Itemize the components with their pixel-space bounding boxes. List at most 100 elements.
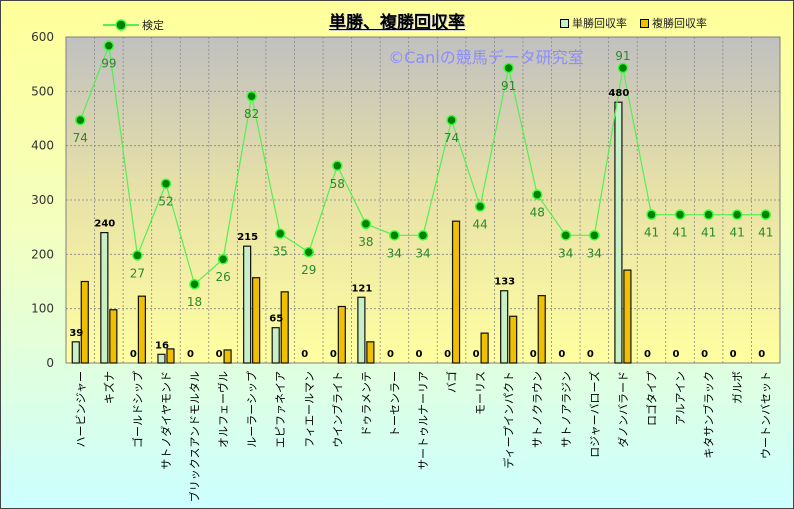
x-tick-label: バゴ	[445, 371, 459, 393]
line-data-label: 38	[358, 235, 373, 249]
win-data-label: 0	[130, 349, 137, 360]
legend-win-label: 単勝回収率	[572, 17, 627, 30]
x-tick-label: ウインブライト	[330, 371, 344, 448]
place-bar	[223, 349, 232, 364]
x-tick-label: サトノダイヤモンド	[159, 371, 173, 470]
line-data-label: 91	[615, 49, 630, 63]
x-tick-label: ハービンジャー	[74, 371, 87, 447]
win-data-label: 0	[473, 349, 480, 360]
x-tick-label: アルアイン	[674, 371, 687, 425]
place-bar	[509, 315, 518, 364]
line-data-label: 35	[273, 245, 288, 259]
x-tick-label: キタサンブラック	[702, 371, 716, 459]
legend-line: 検定	[103, 17, 164, 33]
x-tick-label: サートゥルナーリア	[417, 371, 430, 470]
line-data-label: 18	[187, 295, 202, 309]
line-data-label: 41	[758, 226, 773, 240]
place-bar	[451, 220, 461, 364]
line-data-label: 41	[672, 226, 687, 240]
y-tick-label: 500	[31, 84, 54, 98]
line-point	[303, 246, 315, 258]
line-data-label: 48	[530, 206, 545, 220]
line-point	[160, 178, 172, 189]
win-bar	[357, 296, 366, 364]
win-data-label: 215	[237, 232, 258, 243]
line-data-label: 99	[101, 57, 116, 71]
line-point	[360, 218, 372, 230]
y-tick-label: 0	[46, 356, 54, 370]
legend-place-swatch	[640, 18, 649, 28]
win-bar	[157, 353, 166, 364]
line-data-label: 26	[215, 270, 230, 284]
line-point	[389, 230, 400, 241]
x-tick-label: ガルボ	[731, 371, 744, 404]
x-tick-label: ゴールドシップ	[130, 371, 144, 448]
place-bar	[252, 277, 261, 364]
place-bar	[366, 341, 375, 364]
line-point	[332, 160, 343, 172]
x-tick-label: ロゴタイプ	[644, 371, 658, 426]
line-point	[474, 201, 486, 212]
legend-line-marker-icon	[103, 19, 139, 31]
x-tick-label: ドゥラメンテ	[360, 371, 373, 437]
line-point	[531, 189, 543, 200]
place-bar	[537, 295, 546, 364]
place-bar	[80, 280, 89, 364]
line-data-label: 41	[730, 226, 745, 240]
line-point	[246, 90, 257, 102]
x-tick-label: ディープインパクト	[502, 371, 516, 469]
line-data-label: 41	[644, 226, 659, 240]
x-tick-label: サトノクラウン	[531, 371, 544, 448]
line-point	[560, 230, 572, 241]
win-data-label: 0	[530, 349, 537, 360]
x-tick-label: ブリックスアンドモルタル	[188, 371, 202, 502]
win-bar	[500, 290, 509, 364]
y-tick-label: 200	[31, 247, 54, 261]
line-data-label: 34	[415, 246, 430, 260]
line-data-label: 91	[501, 79, 516, 93]
win-data-label: 0	[558, 349, 565, 360]
win-bar	[243, 245, 252, 364]
line-point	[75, 114, 86, 126]
win-data-label: 133	[494, 277, 515, 288]
line-point	[731, 209, 743, 220]
win-data-label: 0	[387, 349, 394, 360]
win-bar	[271, 327, 280, 364]
win-data-label: 0	[673, 349, 680, 360]
line-point	[446, 114, 457, 126]
win-data-label: 240	[94, 219, 115, 230]
line-data-label: 34	[558, 246, 573, 260]
legend-place-label: 複勝回収率	[652, 17, 707, 30]
line-point	[503, 62, 514, 74]
line-point	[674, 209, 686, 220]
line-data-label: 58	[330, 177, 345, 191]
line-point	[189, 278, 200, 290]
win-data-label: 39	[69, 328, 83, 339]
place-bar	[337, 305, 346, 364]
line-point	[703, 209, 714, 220]
x-tick-label: フィエールマン	[303, 371, 316, 448]
line-point	[589, 230, 600, 241]
win-data-label: 480	[608, 88, 629, 99]
legend-line-label: 検定	[142, 19, 164, 32]
line-data-label: 44	[472, 218, 487, 232]
line-point	[646, 209, 657, 220]
win-bar	[614, 101, 623, 364]
y-tick-label: 100	[31, 302, 54, 316]
line-point	[103, 40, 115, 51]
line-data-label: 74	[444, 131, 459, 145]
win-data-label: 16	[155, 340, 169, 351]
win-data-label: 0	[587, 349, 594, 360]
place-bar	[280, 291, 289, 364]
line-point	[274, 228, 286, 239]
line-data-label: 27	[130, 266, 145, 280]
x-tick-label: ロジャーバローズ	[587, 371, 601, 458]
win-data-label: 0	[444, 349, 451, 360]
x-tick-label: ウートンバセット	[760, 371, 773, 459]
line-data-label: 41	[701, 226, 716, 240]
win-bar	[100, 232, 109, 364]
win-data-label: 0	[416, 349, 423, 360]
line-point	[417, 230, 429, 241]
x-tick-label: トーセンラー	[388, 371, 401, 437]
